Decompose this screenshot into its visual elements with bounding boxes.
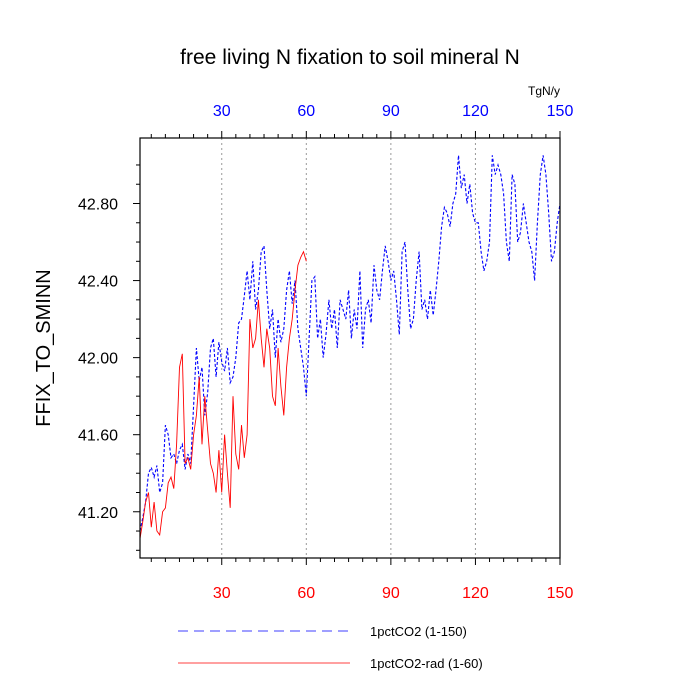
grid-lines — [221, 138, 476, 558]
legend-label-1pctco2-rad: 1pctCO2-rad (1-60) — [370, 656, 483, 671]
series-line-0 — [139, 155, 561, 532]
top-axis-unit-label: TgN/y — [528, 84, 560, 98]
x-tick-label-top-90: 90 — [382, 103, 400, 120]
y-tick-label-0: 41.20 — [78, 505, 118, 522]
x-tick-label-bottom-60: 60 — [297, 585, 315, 602]
chart-title: free living N fixation to soil mineral N — [180, 46, 520, 69]
y-tick-label-4: 42.80 — [78, 197, 118, 214]
x-tick-label-bottom-30: 30 — [213, 585, 231, 602]
x-tick-label-bottom-120: 120 — [462, 585, 489, 602]
series-lines — [139, 155, 561, 539]
x-tick-label-bottom-150: 150 — [547, 585, 574, 602]
y-tick-label-1: 41.60 — [78, 428, 118, 445]
legend-label-1pctco2: 1pctCO2 (1-150) — [370, 624, 467, 639]
x-tick-label-top-120: 120 — [462, 103, 489, 120]
x-tick-label-top-60: 60 — [297, 103, 315, 120]
x-tick-label-top-30: 30 — [213, 103, 231, 120]
x-tick-label-top-150: 150 — [547, 103, 574, 120]
y-tick-label-2: 42.00 — [78, 351, 118, 368]
plot-frame — [139, 137, 561, 559]
legend: 1pctCO2 (1-150) 1pctCO2-rad (1-60) — [178, 624, 483, 671]
y-axis-label: FFIX_TO_SMINN — [33, 269, 55, 426]
axis-ticks: 30 30 60 60 90 90 120 120 150 150 41.20 41.60 42.00 4… — [78, 103, 573, 602]
y-tick-label-3: 42.40 — [78, 274, 118, 291]
x-tick-label-bottom-90: 90 — [382, 585, 400, 602]
series-line-1 — [139, 250, 307, 539]
